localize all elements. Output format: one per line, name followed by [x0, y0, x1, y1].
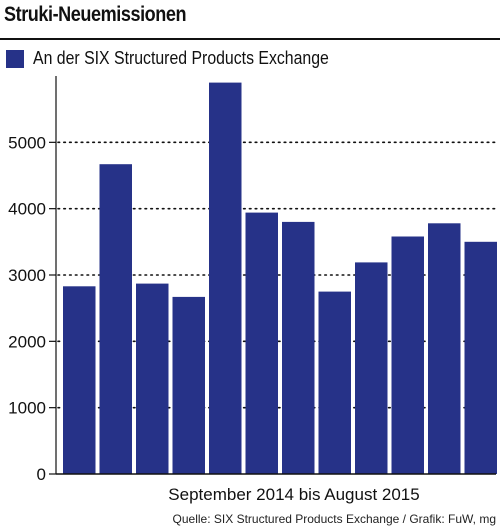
bar — [245, 212, 278, 474]
title-rule — [0, 38, 500, 40]
y-tick-label: 4000 — [8, 200, 46, 219]
y-tick-label: 5000 — [8, 133, 46, 152]
y-ticks: 0 1000 2000 3000 4000 5000 — [8, 133, 56, 484]
bar — [136, 283, 169, 474]
bar — [318, 291, 351, 474]
y-tick-label: 1000 — [8, 399, 46, 418]
source-note: Quelle: SIX Structured Products Exchange… — [172, 512, 496, 526]
bar — [63, 286, 96, 474]
legend: An der SIX Structured Products Exchange — [6, 48, 369, 69]
bar — [172, 296, 205, 474]
chart-title: Struki-Neuemissionen — [4, 3, 187, 26]
bar — [209, 82, 242, 474]
bar — [428, 223, 461, 474]
bar — [464, 241, 497, 474]
y-tick-label: 0 — [37, 465, 46, 484]
y-tick-label: 2000 — [8, 332, 46, 351]
bar — [391, 236, 424, 474]
bar — [99, 164, 132, 474]
legend-label: An der SIX Structured Products Exchange — [33, 48, 329, 68]
legend-swatch — [6, 49, 24, 68]
bar — [355, 262, 388, 474]
bar — [282, 221, 315, 474]
x-axis-label: September 2014 bis August 2015 — [168, 485, 419, 504]
y-tick-label: 3000 — [8, 266, 46, 285]
bars — [63, 82, 497, 474]
